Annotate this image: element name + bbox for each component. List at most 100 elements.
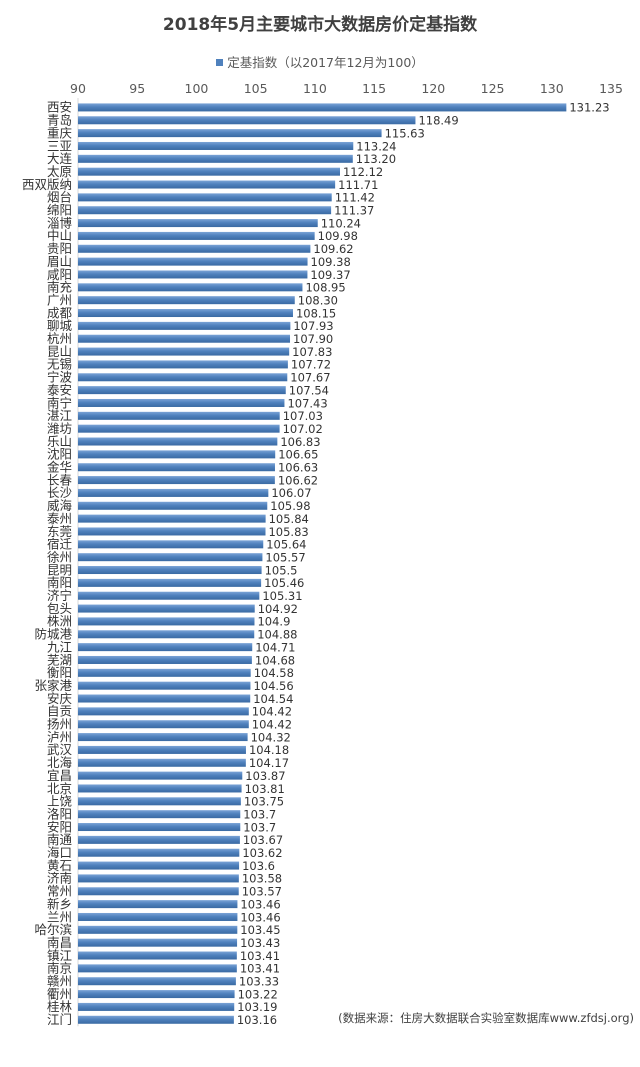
bar [78,912,238,921]
data-label: 107.93 [293,319,333,333]
bar [78,321,291,330]
data-label: 104.18 [249,743,289,757]
bar [78,990,235,999]
bar [78,720,249,729]
data-label: 104.42 [252,705,292,719]
bar [78,681,251,690]
category-label: 兰州 [47,909,72,924]
category-label: 南宁 [47,395,72,410]
data-label: 103.19 [237,1000,277,1014]
data-label: 111.37 [334,204,374,218]
category-label: 淄博 [47,215,73,230]
bar [78,450,276,459]
category-label: 常州 [47,884,72,899]
tick-label: 110 [303,81,327,96]
category-label: 安阳 [47,819,72,834]
data-label: 103.43 [240,936,280,950]
category-label: 东莞 [47,524,72,539]
bar [78,964,237,973]
bar [78,231,315,240]
bar [78,437,278,446]
category-label: 上饶 [47,794,73,809]
data-label: 111.42 [335,191,375,205]
source-note: (数据来源：住房大数据联合实验室数据库www.zfdsj.org) [336,1009,636,1027]
bar [78,219,318,228]
data-label: 107.02 [283,422,323,436]
category-label: 太原 [47,164,72,179]
data-label: 103.58 [242,872,282,886]
chart-legend: 定基指数（以2017年12月为100） [0,52,640,71]
bar [78,630,255,639]
category-label: 九江 [47,639,72,654]
bar [78,707,249,716]
bar [78,141,354,150]
bar [78,527,266,536]
bar [78,167,340,176]
data-label: 108.15 [296,306,336,320]
category-label: 无锡 [47,357,72,372]
data-label: 113.24 [356,139,396,153]
tick-label: 95 [129,81,145,96]
data-label: 104.92 [258,602,298,616]
category-label: 宿迁 [47,537,73,552]
bar [78,861,240,870]
category-label: 江门 [47,1012,72,1027]
data-label: 104.9 [257,615,290,629]
tick-label: 100 [185,81,209,96]
category-label: 西双版纳 [22,177,72,192]
data-label: 104.88 [257,628,297,642]
data-label: 103.41 [240,962,280,976]
category-label: 乐山 [47,434,72,449]
category-label: 镇江 [47,948,72,963]
category-label: 芜湖 [47,652,72,667]
bar [78,540,264,549]
data-label: 112.12 [343,165,383,179]
category-label: 宁波 [47,370,73,385]
tick-label: 120 [421,81,445,96]
data-label: 104.17 [249,756,289,770]
bar [78,386,286,395]
bar [78,643,253,652]
category-label: 新乡 [47,896,72,911]
bar [78,501,268,510]
data-label: 103.16 [237,1013,277,1027]
bar [78,257,308,266]
bar [78,823,241,832]
data-label: 104.58 [254,666,294,680]
data-label: 106.83 [280,435,320,449]
category-label: 衡阳 [47,665,72,680]
data-label: 103.7 [243,807,276,821]
data-label: 107.03 [283,409,323,423]
category-label: 西安 [47,100,72,115]
data-label: 108.95 [305,281,345,295]
data-label: 103.46 [240,897,280,911]
bar [78,900,238,909]
category-label: 哈尔滨 [34,922,72,937]
bar [78,103,567,112]
category-label: 北京 [47,781,72,796]
category-label: 眉山 [47,254,72,269]
bar [78,655,252,664]
category-label: 重庆 [47,125,73,140]
data-label: 105.57 [265,550,305,564]
data-label: 105.31 [262,589,302,603]
data-label: 131.23 [569,101,609,115]
data-label: 105.84 [269,512,309,526]
data-label: 107.72 [291,358,331,372]
tick-label: 130 [540,81,564,96]
category-label: 广州 [47,292,72,307]
bar [78,578,262,587]
bar [78,334,291,343]
bar [78,373,288,382]
data-label: 105.83 [268,525,308,539]
bar [78,360,288,369]
category-label: 南充 [47,280,72,295]
bar [78,476,275,485]
bar [78,296,295,305]
category-label: 洛阳 [47,806,72,821]
tick-label: 90 [70,81,86,96]
data-label: 105.46 [264,576,304,590]
bar [78,411,280,420]
category-label: 长沙 [47,485,73,500]
